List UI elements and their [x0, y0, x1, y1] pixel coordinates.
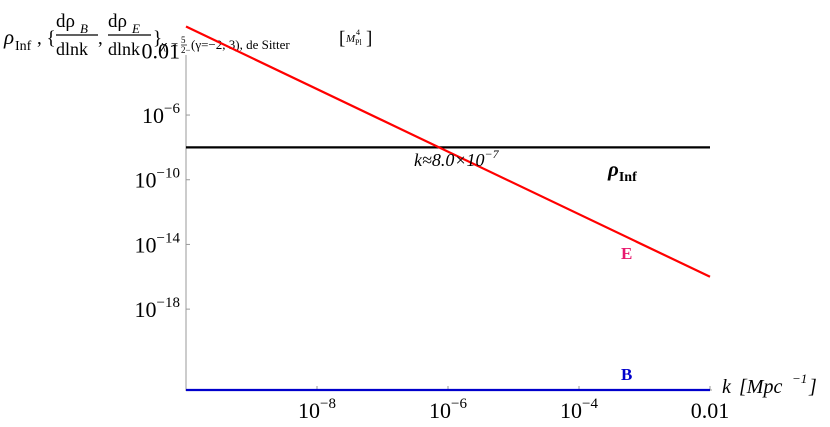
series-line-e: [185, 25, 711, 278]
annotation-crossing: k≈8.0×10−7: [414, 147, 500, 170]
series-labels: ρInf E B: [607, 157, 637, 384]
ylabel-comma: ,: [98, 28, 103, 49]
ylabel-sub-e: E: [131, 21, 140, 36]
y-ticks: 0.01 10−6 10−10 10−14 10−18: [135, 38, 190, 322]
ylabel-chi-den: 2: [181, 45, 186, 55]
annotations: k≈8.0×10−7: [414, 147, 500, 170]
series-label: ρInf: [607, 157, 637, 185]
ylabel-drho-b: dρ: [56, 11, 75, 32]
xlabel-unit: [Mpc: [739, 376, 782, 398]
xlabel-k: k: [722, 376, 732, 398]
ylabel-sub-b: B: [80, 21, 88, 36]
ylabel-dlnk-b: dlnk: [56, 39, 88, 59]
ylabel-close-brace: }: [153, 28, 162, 49]
ylabel-chi: χ =: [159, 37, 179, 52]
xlabel-sup: −1: [792, 371, 807, 386]
series-lines: [185, 25, 711, 392]
y-tick-label: 10−18: [135, 295, 180, 322]
ylabel-units-lbr: [: [339, 28, 345, 49]
x-axis-label: k [Mpc −1 ]: [722, 371, 817, 398]
ylabel-units-rbr: ]: [366, 28, 372, 49]
series-label: B: [621, 365, 632, 384]
series-label: E: [621, 244, 632, 263]
x-tick-label: 10−6: [429, 396, 467, 423]
ylabel-rho: ρ: [3, 25, 14, 49]
ylabel-open-brace: , {: [37, 28, 56, 49]
x-tick-label: 10−8: [298, 396, 336, 423]
y-tick-label: 10−14: [135, 230, 181, 257]
ylabel-units-pl: Pl: [355, 38, 362, 47]
ylabel-units-4: 4: [356, 28, 360, 37]
ylabel-dlnk-e: dlnk: [108, 39, 140, 59]
ylabel-units-m: M: [345, 33, 356, 45]
y-tick-label: 10−6: [142, 101, 180, 128]
y-tick-label: 0.01: [142, 38, 181, 63]
ylabel-gamma: (γ=−2, 3), de Sitter: [191, 37, 290, 52]
x-ticks: 10−8 10−6 10−4 0.01: [298, 386, 729, 423]
xlabel-close: ]: [808, 376, 817, 398]
y-axis-label: ρ Inf , { dρ B dlnk , dρ E dlnk } χ = 5 …: [3, 11, 372, 59]
x-tick-label: 10−4: [560, 396, 598, 423]
ylabel-chi-num: 5: [181, 35, 186, 45]
y-tick-label: 10−10: [135, 166, 180, 193]
ylabel-rho-sub: Inf: [15, 39, 32, 54]
ylabel-drho-e: dρ: [108, 11, 127, 32]
x-tick-label: 0.01: [691, 398, 730, 423]
